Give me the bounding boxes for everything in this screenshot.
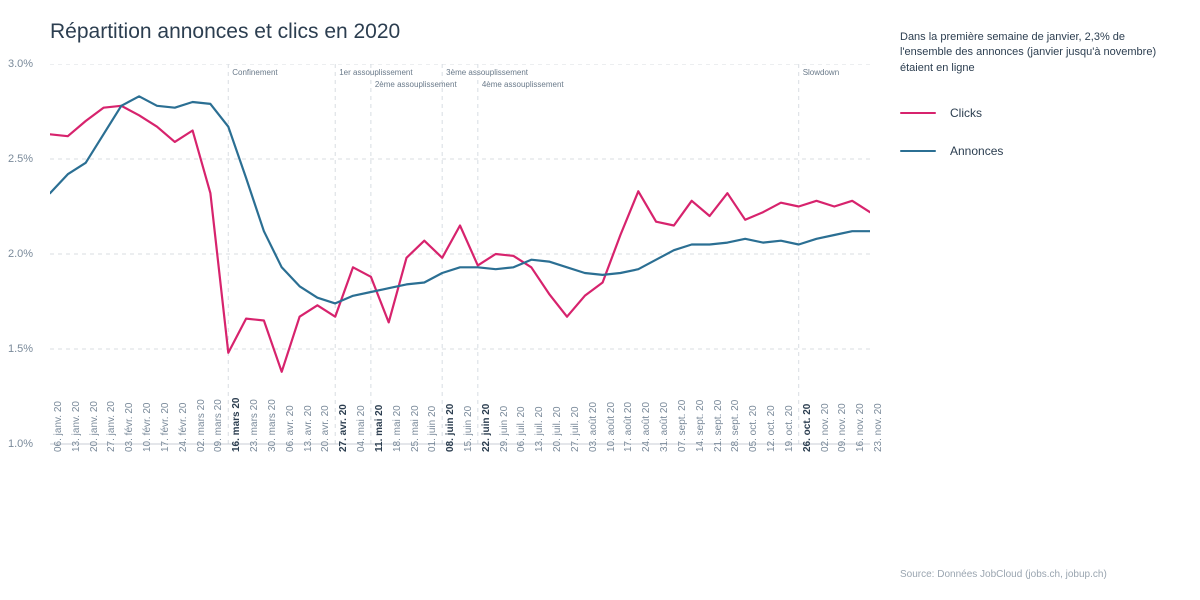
y-tick-label: 2.5% (8, 153, 33, 165)
x-tick-label: 20. avr. 20 (320, 405, 331, 452)
x-tick-label: 30. mars 20 (267, 399, 278, 452)
x-tick-label: 13. avr. 20 (303, 405, 314, 452)
annotation-label: 1er assouplissement (339, 68, 412, 77)
x-tick-label: 08. juin 20 (445, 404, 456, 452)
x-tick-label: 06. avr. 20 (285, 405, 296, 452)
annotation-label: Slowdown (803, 68, 839, 77)
x-tick-label: 03. août 20 (588, 402, 599, 452)
x-tick-label: 06. juil. 20 (516, 406, 527, 452)
x-tick-label: 25. mai 20 (410, 405, 421, 452)
x-tick-label: 12. oct. 20 (766, 405, 777, 452)
annotation-label: 2ème assouplissement (375, 80, 457, 89)
x-tick-label: 01. juin 20 (427, 406, 438, 452)
annotation-label: 4ème assouplissement (482, 80, 564, 89)
chart-title: Répartition annonces et clics en 2020 (50, 20, 870, 44)
y-tick-label: 1.5% (8, 343, 33, 355)
x-tick-label: 05. oct. 20 (748, 405, 759, 452)
x-tick-label: 19. oct. 20 (784, 405, 795, 452)
legend-color-swatch (900, 150, 936, 153)
x-tick-label: 20. juil. 20 (552, 406, 563, 452)
x-tick-label: 10. févr. 20 (142, 403, 153, 452)
x-tick-label: 20. janv. 20 (89, 401, 100, 452)
x-tick-label: 28. sept. 20 (730, 400, 741, 452)
chart-svg (50, 64, 870, 454)
legend-label: Annonces (950, 144, 1003, 158)
x-tick-label: 02. nov. 20 (820, 403, 831, 452)
x-tick-label: 13. juil. 20 (534, 406, 545, 452)
x-tick-label: 14. sept. 20 (695, 400, 706, 452)
annotation-label: 3ème assouplissement (446, 68, 528, 77)
x-tick-label: 29. juin 20 (499, 406, 510, 452)
x-tick-label: 31. août 20 (659, 402, 670, 452)
x-tick-label: 02. mars 20 (196, 399, 207, 452)
x-tick-label: 07. sept. 20 (677, 400, 688, 452)
x-tick-label: 23. mars 20 (249, 399, 260, 452)
x-tick-label: 11. mai 20 (374, 405, 385, 452)
x-tick-label: 09. mars 20 (213, 399, 224, 452)
x-tick-label: 18. mai 20 (392, 405, 403, 452)
x-tick-label: 03. févr. 20 (124, 403, 135, 452)
x-tick-label: 24. août 20 (641, 402, 652, 452)
x-tick-label: 26. oct. 20 (802, 404, 813, 452)
x-tick-label: 10. août 20 (606, 402, 617, 452)
x-tick-label: 06. janv. 20 (53, 401, 64, 452)
legend-item: Annonces (900, 144, 1180, 158)
sidebar: Dans la première semaine de janvier, 2,3… (880, 0, 1200, 600)
source-note: Source: Données JobCloud (jobs.ch, jobup… (900, 569, 1107, 580)
x-tick-label: 17. août 20 (623, 402, 634, 452)
legend-label: Clicks (950, 106, 982, 120)
x-tick-label: 22. juin 20 (481, 404, 492, 452)
x-tick-label: 21. sept. 20 (713, 400, 724, 452)
y-tick-label: 3.0% (8, 58, 33, 70)
x-tick-label: 13. janv. 20 (71, 401, 82, 452)
x-tick-label: 24. févr. 20 (178, 403, 189, 452)
legend-item: Clicks (900, 106, 1180, 120)
x-tick-label: 17. févr. 20 (160, 403, 171, 452)
x-tick-label: 16. mars 20 (231, 398, 242, 453)
x-tick-label: 27. avr. 20 (338, 404, 349, 452)
x-tick-label: 27. juil. 20 (570, 406, 581, 452)
chart-plot: 1.0%1.5%2.0%2.5%3.0% 06. janv. 2013. jan… (50, 64, 870, 544)
chart-panel: Répartition annonces et clics en 2020 1.… (0, 0, 880, 600)
x-tick-label: 27. janv. 20 (106, 401, 117, 452)
legend-color-swatch (900, 112, 936, 115)
x-tick-label: 04. mai 20 (356, 405, 367, 452)
x-tick-label: 16. nov. 20 (855, 403, 866, 452)
sidebar-note: Dans la première semaine de janvier, 2,3… (900, 30, 1180, 76)
x-tick-label: 15. juin 20 (463, 406, 474, 452)
y-tick-label: 1.0% (8, 438, 33, 450)
x-tick-label: 09. nov. 20 (837, 403, 848, 452)
x-tick-label: 23. nov. 20 (873, 403, 884, 452)
annotation-label: Confinement (232, 68, 277, 77)
y-tick-label: 2.0% (8, 248, 33, 260)
